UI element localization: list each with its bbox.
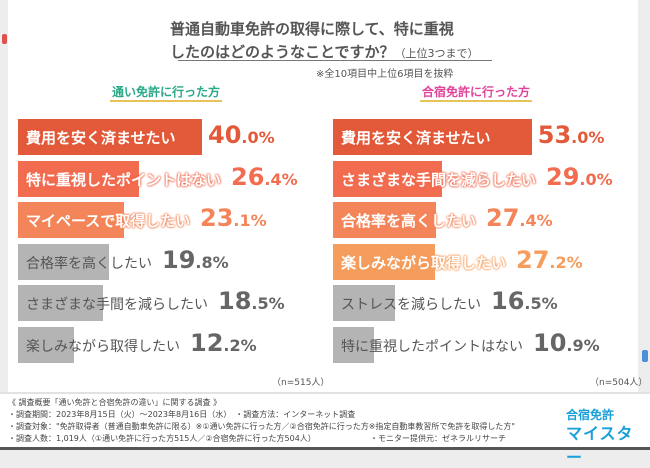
bar-label: 特に重視したポイントはない: [26, 170, 222, 189]
bar-row: マイペースで取得したい 23.1%: [18, 202, 318, 238]
value-label: 23.1%: [200, 204, 267, 232]
value-label: 12.2%: [190, 328, 257, 357]
bar-row: 合格率を高くしたい 19.8%: [18, 243, 318, 280]
question-title: 普通自動車免許の取得に際して、特に重視 したのはどのようなことですか？（上位3つま…: [170, 18, 490, 65]
value-label: 40.0%: [208, 121, 275, 149]
title-line-2: したのはどのようなことですか？: [170, 43, 395, 61]
divider: [312, 60, 492, 61]
bar-label: マイペースで取得したい: [26, 212, 191, 230]
bar-row: さまざまな手間を減らしたい 29.0%: [333, 160, 633, 197]
bar: [333, 243, 435, 280]
value-label: 19.8%: [162, 245, 229, 274]
value-label: 16.5%: [491, 287, 558, 315]
bar: [18, 119, 202, 155]
bar-row: ストレスを減らしたい 16.5%: [333, 285, 633, 321]
footer-line: ・調査期間：2023年8月15日（火）〜2023年8月16日（水） ・調査方法：…: [8, 410, 356, 419]
bar-label: 楽しみながら取得したい: [341, 253, 507, 272]
bar-row: 特に重視したポイントはない 26.4%: [18, 160, 318, 197]
footer: [0, 392, 650, 450]
bar-row: さまざまな手間を減らしたい 18.5%: [18, 285, 318, 321]
bar: [18, 160, 140, 197]
bar-label: 費用を安く済ませたい: [341, 129, 491, 147]
footer-provider: ・モニター提供元：ゼネラルリサーチ: [370, 434, 506, 443]
bar: [333, 160, 442, 197]
sample-size: （n=515人）: [272, 378, 330, 388]
note: ※全10項目中上位6項目を抜粋: [316, 69, 454, 80]
value-label: 18.5%: [218, 287, 285, 315]
logo-top: 合宿免許: [566, 408, 615, 422]
title-suffix: （上位3つまで）: [394, 47, 479, 60]
value-label: 29.0%: [546, 162, 613, 191]
value-label: 26.4%: [231, 162, 298, 191]
title-line-1: 普通自動車免許の取得に際して、特に重視: [170, 20, 454, 38]
bar-label: さまざまな手間を減らしたい: [26, 297, 208, 313]
logo-bottom: マイスター: [566, 424, 634, 467]
bar: [333, 119, 532, 155]
bar-row: 楽しみながら取得したい 27.2%: [333, 243, 633, 280]
bar-row: 楽しみながら取得したい 12.2%: [18, 326, 318, 363]
bar: [333, 326, 374, 363]
scroll-marker: [2, 34, 7, 44]
bar-label: ストレスを減らしたい: [341, 297, 481, 313]
bar: [333, 285, 395, 321]
bar-label: 合格率を高くしたい: [26, 255, 152, 272]
bar: [18, 285, 104, 321]
group-title: 通い免許に行った方: [110, 83, 223, 102]
bar: [333, 202, 436, 238]
value-label: 53.0%: [537, 121, 605, 149]
divider: [178, 60, 318, 61]
bar-row: 特に重視したポイントはない 10.9%: [333, 326, 633, 363]
bar-label: 合格率を高くしたい: [341, 212, 477, 230]
bar: [18, 326, 75, 363]
bar-label: 費用を安く済ませたい: [26, 129, 176, 147]
bar: [18, 202, 125, 238]
sample-size: （n=504人）: [590, 378, 648, 388]
bar-label: さまざまな手間を減らしたい: [341, 170, 537, 189]
bar-row: 費用を安く済ませたい 53.0%: [333, 119, 633, 155]
value-label: 27.4%: [486, 204, 553, 232]
bar-row: 費用を安く済ませたい 40.0%: [18, 119, 318, 155]
footer-line: ・調査対象："免許取得者（普通自動車免許に限る）※①通い免許に行った方／②合宿免…: [8, 422, 516, 431]
bar-label: 特に重視したポイントはない: [341, 338, 523, 355]
bar-row: 合格率を高くしたい 27.4%: [333, 202, 633, 238]
bar-label: 楽しみながら取得したい: [26, 338, 180, 355]
scrollbar-thumb[interactable]: [642, 350, 648, 362]
value-label: 27.2%: [516, 245, 583, 274]
bar: [18, 243, 110, 280]
footer-line: 《 調査概要「通い免許と合宿免許の違い」に関する調査 》: [8, 398, 222, 407]
value-label: 10.9%: [533, 328, 600, 357]
group-title: 合宿免許に行った方: [420, 83, 533, 102]
footer-line: ・調査人数：1,019人（①通い免許に行った方515人／②合宿免許に行った方50…: [8, 434, 316, 443]
